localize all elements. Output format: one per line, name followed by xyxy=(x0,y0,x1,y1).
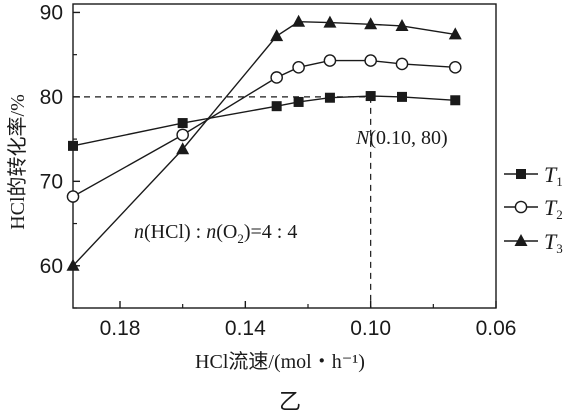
data-point xyxy=(271,101,282,112)
x-tick-label: 0.18 xyxy=(100,317,141,340)
data-point xyxy=(395,57,409,71)
legend-label: T1 xyxy=(544,162,563,189)
data-point xyxy=(364,17,378,30)
data-point xyxy=(68,140,78,151)
data-point xyxy=(395,18,409,31)
legend-label-sub: 3 xyxy=(556,241,563,256)
data-point xyxy=(66,258,80,271)
x-tick-label: 0.14 xyxy=(225,317,266,340)
y-tick-label: 90 xyxy=(40,1,63,24)
y-axis-title: HCl的转化率/% xyxy=(6,94,29,230)
data-point xyxy=(66,190,80,203)
series-t1 xyxy=(68,91,461,151)
legend-entry: T2 xyxy=(504,195,563,222)
ratio-hcl: (HCl) : xyxy=(144,221,206,243)
plot-frame xyxy=(72,3,497,309)
axis-ticks: 60 70 80 90 0.18 0.14 0.10 0.06 xyxy=(40,1,517,340)
data-point xyxy=(448,27,462,40)
legend-label: T2 xyxy=(544,195,563,222)
ratio-o2-open: (O xyxy=(216,221,237,243)
x-tick-label: 0.10 xyxy=(350,317,391,340)
x-tick-label: 0.06 xyxy=(476,317,517,340)
data-point xyxy=(270,29,284,42)
data-point xyxy=(364,54,377,67)
data-point xyxy=(365,91,376,102)
ratio-annotation: n(HCl) : n(O2)=4 : 4 xyxy=(134,221,297,246)
point-label-prefix: N xyxy=(355,127,371,149)
y-tick-label: 70 xyxy=(40,170,63,193)
legend-label-sub: 1 xyxy=(556,174,563,189)
data-point xyxy=(448,61,462,74)
data-point xyxy=(176,142,190,155)
data-point xyxy=(397,91,407,102)
legend-label: T3 xyxy=(544,229,563,256)
data-point xyxy=(176,128,189,142)
ratio-n1: n xyxy=(134,221,144,243)
ratio-o2-sub: 2 xyxy=(237,231,244,246)
series-line xyxy=(72,95,456,147)
legend-entry: T1 xyxy=(504,162,563,189)
legend-label-main: T xyxy=(544,229,558,254)
x-axis-title: HCl流速/(mol・h⁻¹) xyxy=(195,350,365,373)
data-point xyxy=(293,96,304,107)
legend-label-main: T xyxy=(544,195,558,220)
ratio-n2: n xyxy=(206,221,216,243)
figure-caption: 乙 xyxy=(279,390,301,415)
legend-marker xyxy=(516,169,526,179)
data-point xyxy=(450,95,461,106)
legend-marker xyxy=(514,200,528,214)
data-point xyxy=(177,118,188,129)
point-label: N(0.10, 80) xyxy=(355,127,448,149)
data-point xyxy=(292,14,306,27)
legend-marker xyxy=(514,234,528,246)
y-tick-label: 60 xyxy=(40,255,63,278)
legend-label-sub: 2 xyxy=(556,207,563,222)
series-t3 xyxy=(66,14,462,271)
series-layer xyxy=(66,14,462,271)
data-point xyxy=(323,15,337,28)
reference-lines xyxy=(73,96,372,308)
legend-label-main: T xyxy=(544,162,558,187)
series-t2 xyxy=(66,54,462,203)
point-label-rest: (0.10, 80) xyxy=(369,127,447,149)
ratio-o2-rest: )=4 : 4 xyxy=(244,221,298,243)
data-point xyxy=(324,92,335,103)
data-point xyxy=(323,54,337,67)
data-point xyxy=(292,61,305,74)
legend-entry: T3 xyxy=(504,229,563,256)
data-point xyxy=(270,71,283,84)
series-line xyxy=(72,21,456,267)
y-tick-label: 80 xyxy=(40,86,63,109)
